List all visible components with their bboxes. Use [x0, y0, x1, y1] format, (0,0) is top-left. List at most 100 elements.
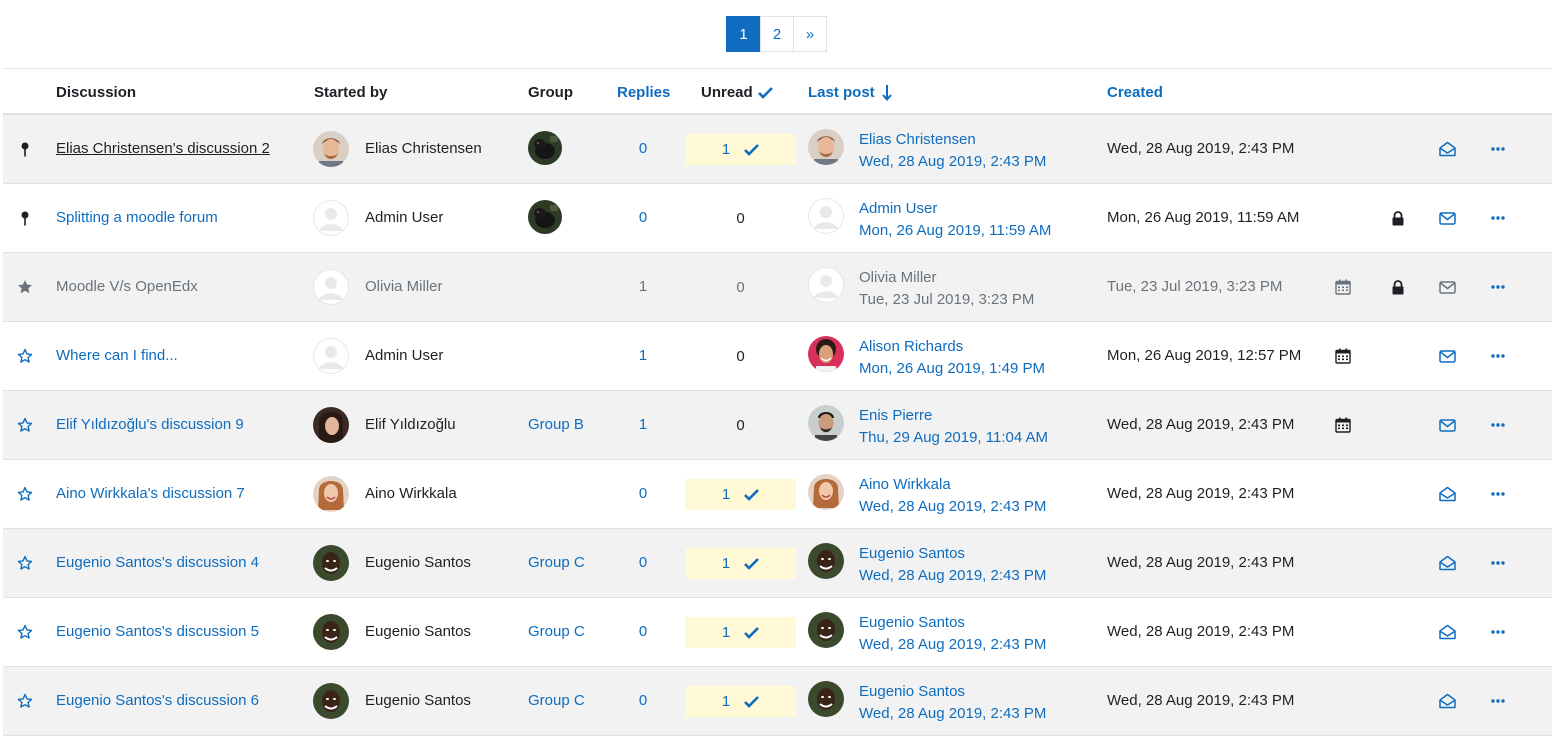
mail-open-icon[interactable] — [1439, 693, 1456, 709]
started-by-name: Admin User — [365, 209, 444, 226]
mail-open-icon[interactable] — [1439, 624, 1456, 640]
pin-icon[interactable] — [17, 210, 33, 226]
more-actions-icon[interactable] — [1490, 486, 1506, 502]
last-post-info: Elias Christensen Wed, 28 Aug 2019, 2:43… — [859, 129, 1046, 173]
starter-avatar — [313, 683, 349, 719]
mail-open-icon[interactable] — [1439, 486, 1456, 502]
unread-count-value[interactable]: 1 — [721, 624, 731, 641]
replies-count-link[interactable]: 1 — [638, 278, 648, 295]
discussion-title-link[interactable]: Moodle V/s OpenEdx — [56, 278, 198, 295]
last-post-author-link[interactable]: Eugenio Santos — [859, 545, 965, 562]
replies-sort-link[interactable]: Replies — [617, 84, 671, 101]
discussion-title-link[interactable]: Elias Christensen's discussion 2 — [56, 140, 270, 157]
more-actions-icon[interactable] — [1490, 555, 1506, 571]
star-outline-icon[interactable] — [17, 348, 33, 364]
check-icon[interactable] — [757, 86, 773, 99]
last-post-author-link[interactable]: Eugenio Santos — [859, 614, 965, 631]
last-post-author-link[interactable]: Aino Wirkkala — [859, 476, 951, 493]
next-page-link[interactable]: » — [793, 16, 827, 52]
last-post-author-link[interactable]: Admin User — [859, 200, 938, 217]
last-post-column-header[interactable]: Last post — [808, 84, 892, 101]
unread-count: 1 — [685, 479, 796, 510]
star-outline-icon[interactable] — [17, 624, 33, 640]
replies-count-link[interactable]: 0 — [638, 692, 648, 709]
group-link[interactable]: Group C — [528, 692, 585, 709]
mark-read-check-icon[interactable] — [744, 557, 760, 570]
last-post-date-link[interactable]: Wed, 28 Aug 2019, 2:43 PM — [859, 636, 1047, 653]
last-post-date-link[interactable]: Tue, 23 Jul 2019, 3:23 PM — [859, 291, 1035, 308]
mail-open-icon[interactable] — [1439, 555, 1456, 571]
unread-count-value[interactable]: 1 — [721, 693, 731, 710]
mail-icon[interactable] — [1439, 348, 1456, 364]
discussion-title-link[interactable]: Splitting a moodle forum — [56, 209, 218, 226]
replies-count-link[interactable]: 1 — [638, 347, 648, 364]
replies-count-link[interactable]: 1 — [638, 416, 648, 433]
star-outline-icon[interactable] — [17, 417, 33, 433]
replies-count-link[interactable]: 0 — [638, 623, 648, 640]
more-actions-icon[interactable] — [1490, 624, 1506, 640]
mark-read-check-icon[interactable] — [744, 695, 760, 708]
more-actions-icon[interactable] — [1490, 279, 1506, 295]
table-row-2: Splitting a moodle forum Admin User 0 0 … — [3, 184, 1552, 253]
more-actions-icon[interactable] — [1490, 417, 1506, 433]
last-post-date-link[interactable]: Wed, 28 Aug 2019, 2:43 PM — [859, 567, 1047, 584]
mail-open-icon[interactable] — [1439, 141, 1456, 157]
discussion-title-link[interactable]: Elif Yıldızoğlu's discussion 9 — [56, 416, 244, 433]
last-post-author-link[interactable]: Eugenio Santos — [859, 683, 965, 700]
last-post-author-link[interactable]: Enis Pierre — [859, 407, 933, 424]
lock-icon — [1391, 211, 1405, 226]
discussion-title-link[interactable]: Eugenio Santos's discussion 5 — [56, 623, 259, 640]
star-outline-icon[interactable] — [17, 693, 33, 709]
more-actions-icon[interactable] — [1490, 693, 1506, 709]
last-post-author-link[interactable]: Olivia Miller — [859, 269, 937, 286]
last-post-date-link[interactable]: Wed, 28 Aug 2019, 2:43 PM — [859, 498, 1047, 515]
replies-count-link[interactable]: 0 — [638, 485, 648, 502]
page-1-link[interactable]: 1 — [726, 16, 761, 52]
more-actions-icon[interactable] — [1490, 141, 1506, 157]
star-filled-icon[interactable] — [17, 279, 33, 295]
unread-count: 0 — [685, 203, 796, 234]
mail-icon[interactable] — [1439, 417, 1456, 433]
last-post-info: Enis Pierre Thu, 29 Aug 2019, 11:04 AM — [859, 405, 1048, 449]
last-post-sort-link[interactable]: Last post — [808, 84, 875, 101]
pin-icon[interactable] — [17, 141, 33, 157]
mail-icon[interactable] — [1439, 279, 1456, 295]
last-post-date-link[interactable]: Wed, 28 Aug 2019, 2:43 PM — [859, 153, 1047, 170]
discussion-title-link[interactable]: Eugenio Santos's discussion 4 — [56, 554, 259, 571]
created-sort-link[interactable]: Created — [1107, 84, 1163, 101]
unread-count-value[interactable]: 1 — [721, 555, 731, 572]
last-post-date-link[interactable]: Wed, 28 Aug 2019, 2:43 PM — [859, 705, 1047, 722]
table-row-5: Elif Yıldızoğlu's discussion 9 Elif Yıld… — [3, 391, 1552, 460]
group-link[interactable]: Group C — [528, 623, 585, 640]
unread-count: 1 — [685, 617, 796, 648]
created-date: Wed, 28 Aug 2019, 2:43 PM — [1107, 554, 1295, 571]
mark-read-check-icon[interactable] — [744, 143, 760, 156]
last-post-date-link[interactable]: Mon, 26 Aug 2019, 11:59 AM — [859, 222, 1052, 239]
mail-icon[interactable] — [1439, 210, 1456, 226]
calendar-icon — [1335, 348, 1351, 364]
mark-read-check-icon[interactable] — [744, 626, 760, 639]
page-2-link[interactable]: 2 — [760, 16, 794, 52]
last-post-date-link[interactable]: Thu, 29 Aug 2019, 11:04 AM — [859, 429, 1049, 446]
replies-count-link[interactable]: 0 — [638, 209, 648, 226]
discussion-title-link[interactable]: Where can I find... — [56, 347, 178, 364]
discussion-title-link[interactable]: Aino Wirkkala's discussion 7 — [56, 485, 245, 502]
group-link[interactable]: Group B — [528, 416, 584, 433]
star-outline-icon[interactable] — [17, 555, 33, 571]
replies-count-link[interactable]: 0 — [638, 554, 648, 571]
unread-count-value[interactable]: 1 — [721, 141, 731, 158]
group-avatar — [528, 200, 562, 234]
star-outline-icon[interactable] — [17, 486, 33, 502]
unread-count-value[interactable]: 1 — [721, 486, 731, 503]
started-by-name: Eugenio Santos — [365, 623, 471, 640]
more-actions-icon[interactable] — [1490, 348, 1506, 364]
last-post-date-link[interactable]: Mon, 26 Aug 2019, 1:49 PM — [859, 360, 1045, 377]
discussion-title-link[interactable]: Eugenio Santos's discussion 6 — [56, 692, 259, 709]
mark-read-check-icon[interactable] — [744, 488, 760, 501]
group-link[interactable]: Group C — [528, 554, 585, 571]
replies-count-link[interactable]: 0 — [638, 140, 648, 157]
last-post-author-link[interactable]: Alison Richards — [859, 338, 964, 355]
more-actions-icon[interactable] — [1490, 210, 1506, 226]
last-post-author-link[interactable]: Elias Christensen — [859, 131, 976, 148]
table-row-8: Eugenio Santos's discussion 5 Eugenio Sa… — [3, 598, 1552, 667]
